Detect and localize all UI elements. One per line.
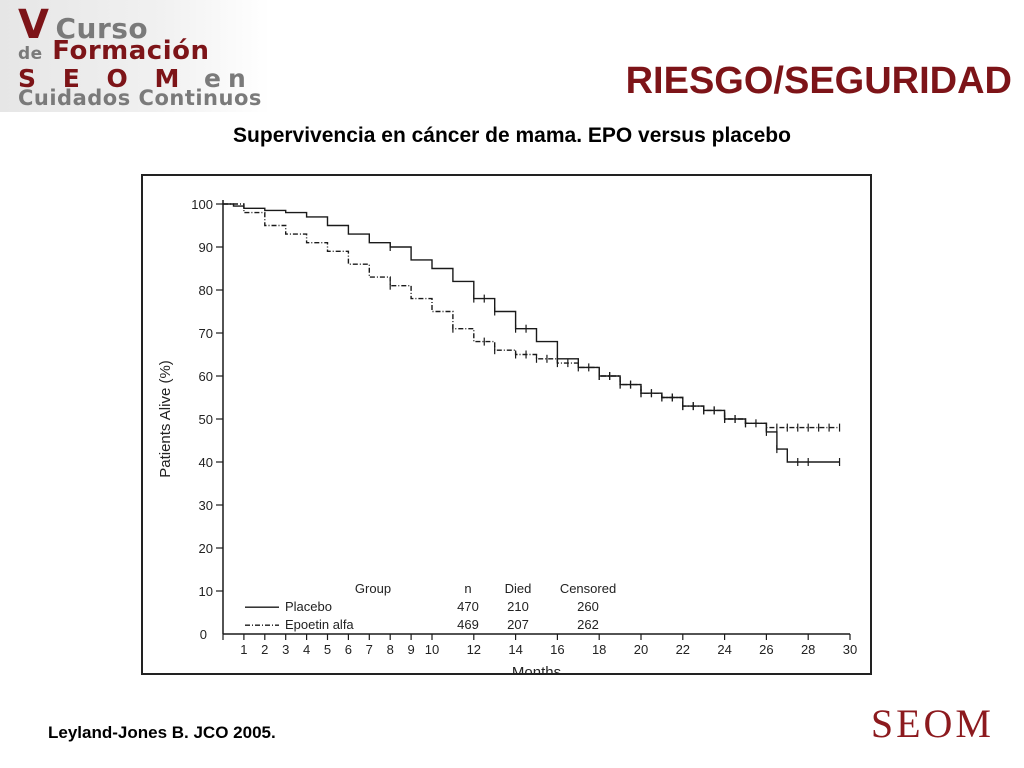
x-tick-label: 8 [387,642,394,657]
logo-word-de: de [18,44,43,64]
y-tick-label: 70 [199,326,213,341]
legend-group-name: Placebo [285,599,332,614]
y-tick-label: 60 [199,369,213,384]
legend-header: n [464,581,471,596]
y-axis-label: Patients Alive (%) [157,360,174,478]
x-tick-label: 3 [282,642,289,657]
x-tick-label: 22 [676,642,690,657]
logo-word-formacion: Formación [52,36,210,66]
x-tick-label: 6 [345,642,352,657]
legend-cell: 207 [507,617,529,632]
x-tick-label: 30 [843,642,857,657]
legend-cell: 470 [457,599,479,614]
x-tick-label: 26 [759,642,773,657]
logo-roman-numeral: V [18,2,50,48]
y-tick-label: 10 [199,584,213,599]
slide-subtitle: Supervivencia en cáncer de mama. EPO ver… [233,124,791,147]
y-tick-label: 30 [199,498,213,513]
x-tick-label: 12 [467,642,481,657]
legend-cell: 469 [457,617,479,632]
y-tick-label: 20 [199,541,213,556]
y-tick-label: 50 [199,412,213,427]
x-tick-label: 18 [592,642,606,657]
logo-line-4: Cuidados Continuos [18,86,262,110]
logo-line-3: S E O M en [18,64,253,93]
series-line-epoetin-alfa [223,203,840,429]
x-tick-label: 10 [425,642,439,657]
x-tick-label: 4 [303,642,310,657]
x-tick-label: 20 [634,642,648,657]
y-tick-label: 100 [191,197,213,212]
logo-line-2: de Formación [18,36,210,66]
y-tick-label: 40 [199,455,213,470]
y-tick-label: 80 [199,283,213,298]
x-tick-label: 1 [240,642,247,657]
x-axis-label: Months [512,664,561,673]
x-tick-label: 14 [508,642,522,657]
x-tick-label: 24 [717,642,731,657]
logo-word-curso: Curso [55,12,149,45]
x-tick-label: 9 [407,642,414,657]
legend-header: Died [505,581,532,596]
chart-frame: 10 20 30 40 50 60 70 80 90 100 0 1 2 3 4 5 6 7 8 9 10 12 14 16 1… [141,174,872,675]
course-logo: V Curso de Formación S E O M en Cuidados … [0,0,270,112]
x-tick-label: 2 [261,642,268,657]
y-tick-label-zero: 0 [200,627,207,642]
y-tick-label: 90 [199,240,213,255]
legend-cell: 262 [577,617,599,632]
x-tick-label: 16 [550,642,564,657]
legend-group-name: Epoetin alfa [285,617,354,632]
legend-header: Censored [560,581,616,596]
slide-title: RIESGO/SEGURIDAD [625,60,1012,102]
legend-cell: 260 [577,599,599,614]
citation: Leyland-Jones B. JCO 2005. [48,723,276,742]
seom-logo: SEOM [870,701,994,746]
legend-header: Group [355,581,391,596]
logo-word-en: en [204,64,253,93]
logo-line-1: V Curso [18,2,148,48]
x-tick-label: 28 [801,642,815,657]
x-tick-label: 7 [366,642,373,657]
logo-word-cuidados: Cuidados Continuos [18,86,262,110]
logo-word-seom: S E O M [18,64,189,93]
x-tick-label: 5 [324,642,331,657]
legend-cell: 210 [507,599,529,614]
